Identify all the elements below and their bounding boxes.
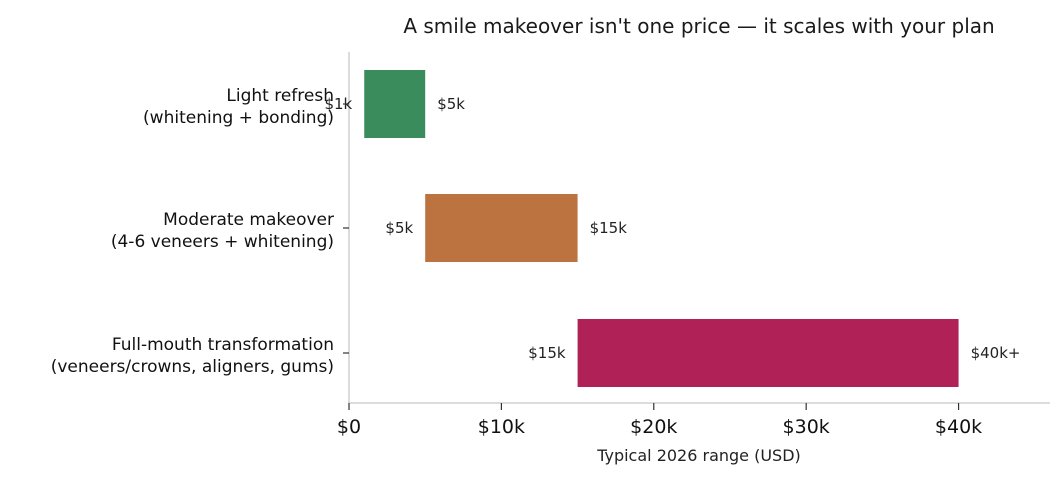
category-detail-label: (veneers/crowns, aligners, gums)	[51, 357, 334, 377]
category-detail-label: (whitening + bonding)	[143, 108, 334, 128]
range-bar	[425, 194, 578, 262]
low-value-label: $15k	[528, 344, 566, 362]
category-name-label: Moderate makeover	[163, 210, 334, 230]
category-name-label: Full-mouth transformation	[112, 335, 334, 355]
low-value-label: $5k	[385, 219, 413, 237]
low-value-label: $1k	[324, 95, 352, 113]
x-tick-label: $30k	[783, 416, 830, 438]
high-value-label: $15k	[590, 219, 628, 237]
x-tick-label: $0	[337, 416, 361, 438]
range-bar	[364, 70, 426, 138]
range-bar	[577, 319, 959, 387]
x-tick-label: $10k	[478, 416, 525, 438]
x-tick-label: $20k	[630, 416, 677, 438]
category-detail-label: (4-6 veneers + whitening)	[111, 232, 334, 252]
x-axis-title: Typical 2026 range (USD)	[596, 446, 801, 465]
high-value-label: $40k+	[971, 344, 1021, 362]
x-tick-label: $40k	[935, 416, 982, 438]
category-name-label: Light refresh	[226, 86, 334, 106]
high-value-label: $5k	[437, 95, 465, 113]
chart-title: A smile makeover isn't one price — it sc…	[403, 14, 994, 38]
bars-group: $1k $5k Light refresh(whitening + bonding)…	[51, 70, 1021, 387]
x-ticks-group: $0 $10k $20k $30k $40k	[337, 403, 982, 438]
